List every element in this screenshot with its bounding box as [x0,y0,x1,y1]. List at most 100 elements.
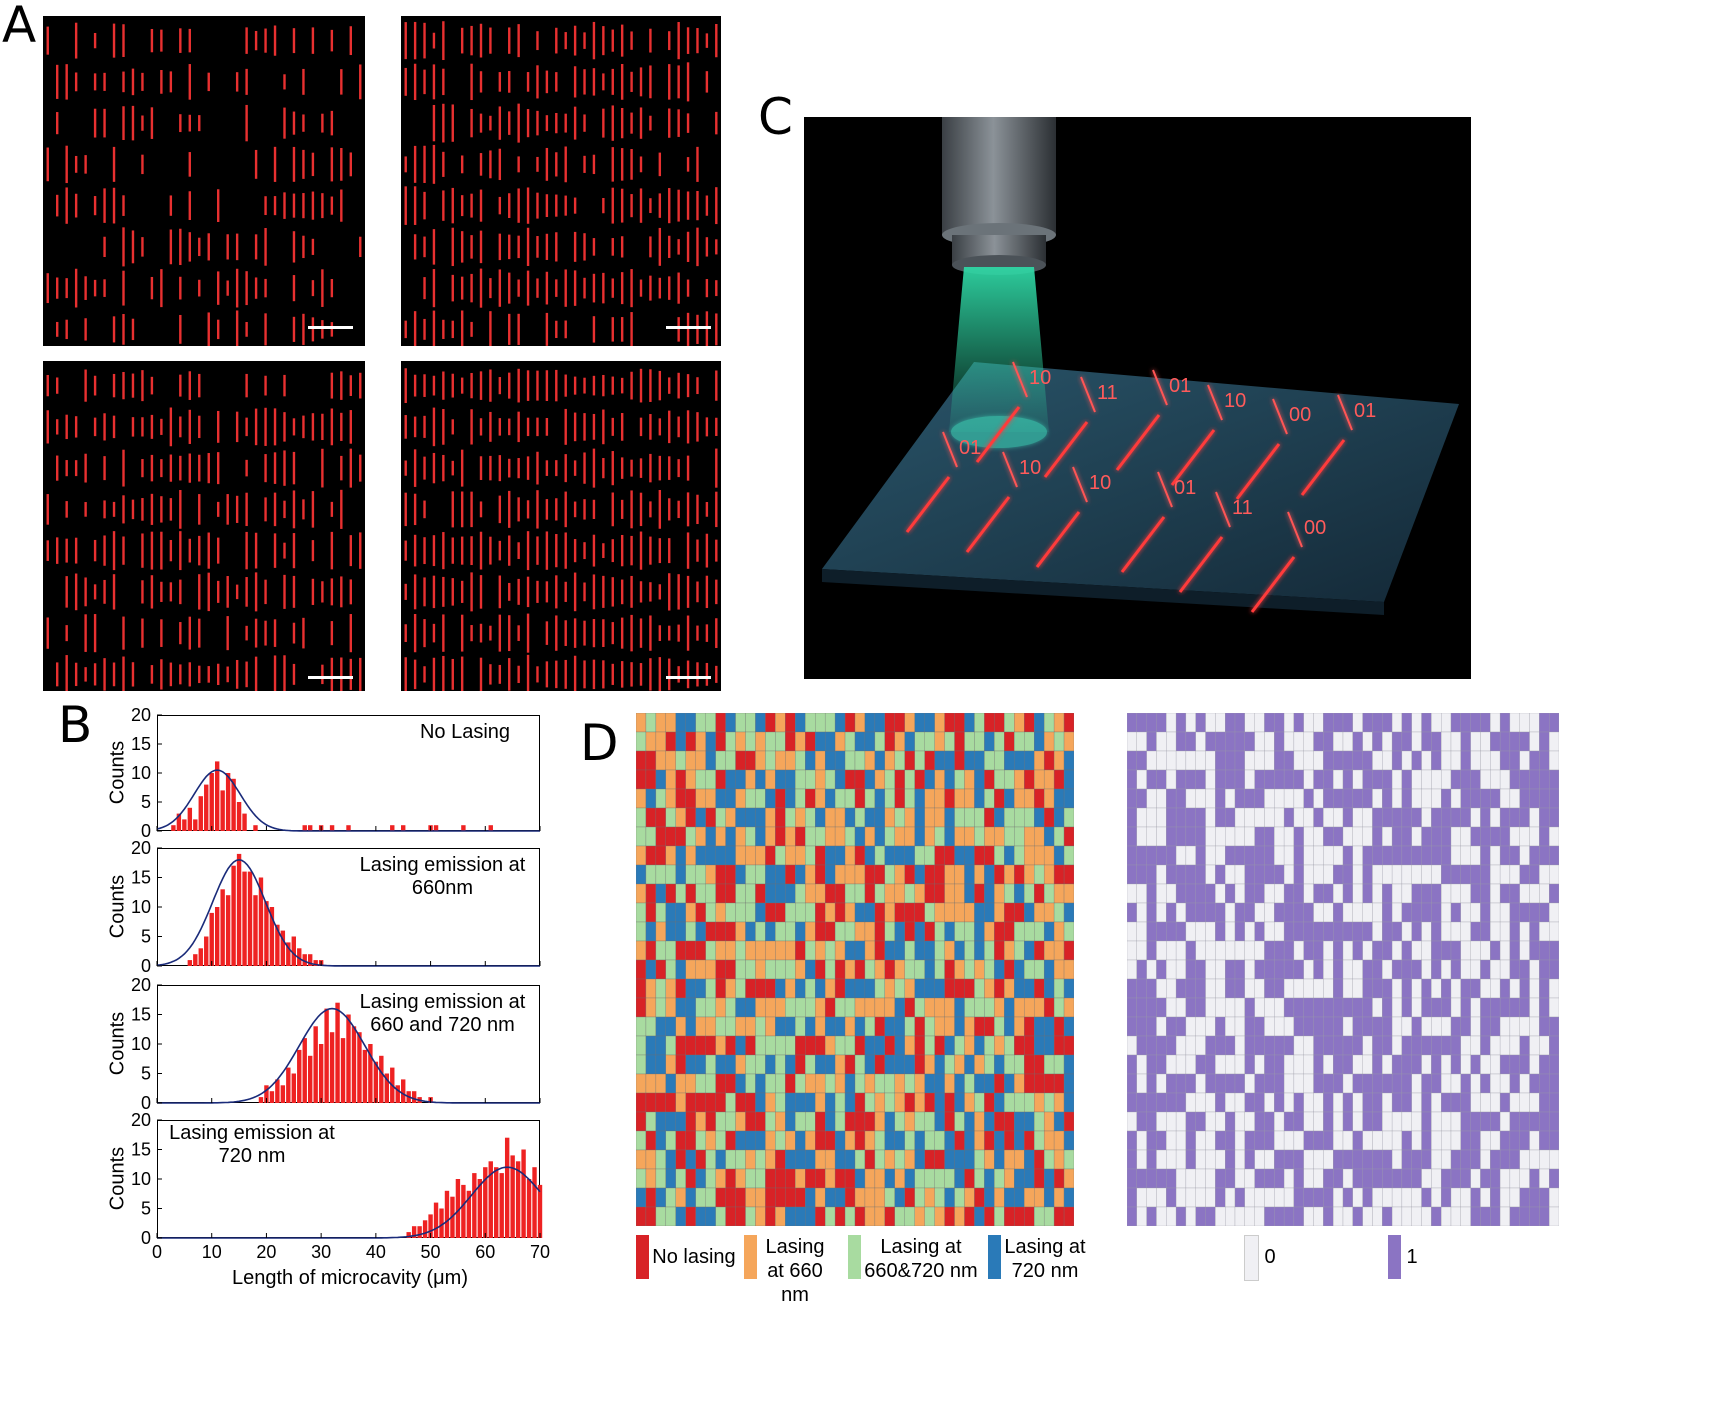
microcavity-rod [74,22,78,59]
microcavity-rod [264,28,267,53]
microcavity-rod [573,197,577,214]
microcavity-rod [432,575,436,609]
x-tick-label: 30 [311,1242,331,1262]
lasing-cell [904,1168,915,1189]
bit-cell [1519,959,1530,980]
lasing-cell [745,1187,756,1208]
lasing-cell [685,845,696,866]
bit-cell [1342,750,1353,771]
lasing-cell [815,864,826,885]
bit-cell [1205,1130,1216,1151]
bit-cell [1215,883,1226,904]
microcavity-rod [207,532,210,569]
microcavity-rod [245,68,248,95]
lasing-cell [1014,921,1025,942]
microcavity-rod [150,28,154,53]
microcavity-rod [649,369,652,402]
bit-cell [1283,1035,1295,1056]
lasing-cell [924,1168,935,1189]
lasing-cell [695,845,706,866]
y-tick-label: 0 [141,821,151,841]
microcavity-rod [592,21,596,60]
code-label: 11 [1097,382,1118,404]
lasing-cell [944,902,955,923]
lasing-cell [1063,1187,1074,1208]
lasing-cell [864,750,876,771]
microcavity-rod [583,233,586,261]
bit-cell [1136,864,1147,885]
lasing-cell [924,769,935,790]
microcavity-rod [545,115,549,132]
microcavity-rod [122,106,125,141]
microcavity-rod [705,575,709,609]
bit-cell [1254,845,1265,866]
lasing-cell [805,1111,816,1132]
bit-cell [1470,788,1481,809]
microcavity-rod [602,73,605,91]
lasing-cell [725,959,736,980]
lasing-cell [1063,807,1074,828]
lasing-cell [636,1073,647,1094]
bit-cell [1529,997,1540,1018]
bit-cell [1225,731,1236,752]
bit-cell [1490,1206,1501,1226]
bit-cell [1480,1111,1491,1132]
bit-cell [1244,1035,1255,1056]
bit-cell [1470,864,1481,885]
microcavity-rod [649,615,652,651]
lasing-cell [934,1016,945,1037]
bit-cell [1225,807,1236,828]
bit-cell [1401,864,1412,885]
lasing-cell [645,713,657,733]
bit-cell [1195,826,1206,847]
gaussian-fit [156,769,540,832]
bit-cell [1342,713,1353,733]
lasing-cell [944,1130,955,1151]
bit-cell [1215,1016,1226,1037]
bit-cell [1185,1168,1196,1189]
microcavity-rod [103,456,106,481]
microcavity-rod [169,498,173,521]
microcavity-rod [311,152,315,177]
bit-cell [1411,1111,1422,1132]
microcavity-rod [179,455,182,481]
bit-cell [1333,1073,1344,1094]
microcavity-rod [564,32,567,50]
bit-cell [1441,883,1452,904]
lasing-cell [815,883,826,904]
bit-cell [1244,750,1255,771]
microcavity-rod [517,411,520,443]
histogram-bar [171,825,176,831]
lasing-cell [844,959,856,980]
bit-cell [1391,1187,1403,1208]
histogram-bar [209,773,214,831]
lasing-cell [815,713,826,733]
lasing-cell [685,978,696,999]
bit-cell [1274,750,1285,771]
bit-cell [1303,864,1314,885]
bit-cell [1519,902,1530,923]
lasing-cell [685,1035,696,1056]
microcavity-rod [188,152,191,177]
bit-cell [1342,902,1353,923]
bit-cell [1274,769,1285,790]
lasing-cell [645,1187,657,1208]
lasing-cell [1014,1187,1025,1208]
bit-cell [1313,1206,1324,1226]
bit-cell [1166,1187,1177,1208]
lasing-cell [1024,902,1035,923]
lasing-cell [1004,845,1015,866]
bit-cell [1411,769,1422,790]
lasing-cell [944,1187,955,1208]
microcavity-rod [489,311,492,346]
bit-cell [1136,978,1147,999]
bit-cell [1225,1206,1236,1226]
microcavity-rod [508,71,511,93]
microcavity-rod [705,662,709,686]
bit-cell [1441,769,1452,790]
bit-cell [1549,750,1559,771]
lasing-cell [745,769,756,790]
lasing-cell [864,731,876,752]
bit-cell [1421,921,1432,942]
bit-cell [1421,1187,1432,1208]
